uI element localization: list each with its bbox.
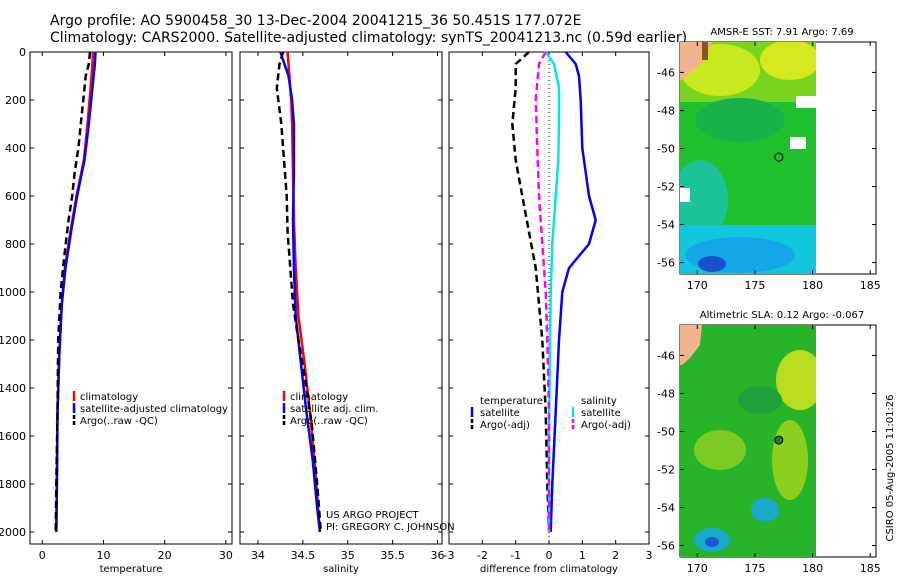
sst-map-ytick-label: -46 bbox=[657, 66, 675, 79]
salinity-series-line bbox=[279, 51, 322, 533]
pi-label: PI: GREGORY C. JOHNSON bbox=[326, 522, 455, 533]
temperature-legend-label: satellite-adjusted climatology bbox=[80, 404, 228, 415]
figure-title-line2: Climatology: CARS2000. Satellite-adjuste… bbox=[50, 30, 688, 46]
project-label: US ARGO PROJECT bbox=[326, 510, 420, 521]
sst-missing-data bbox=[680, 188, 690, 202]
depth-tick-label: 1600 bbox=[0, 430, 26, 443]
depth-tick-label: 800 bbox=[5, 238, 26, 251]
difference-series-line bbox=[544, 51, 561, 532]
difference-legend-title: salinity bbox=[581, 396, 617, 407]
salinity-xlabel: salinity bbox=[323, 564, 359, 575]
sla-high-patch bbox=[776, 350, 816, 410]
sla-map-xtick-label: 170 bbox=[687, 562, 708, 575]
difference-xtick-label: 1 bbox=[579, 549, 586, 562]
difference-legend-label: Argo(-adj) bbox=[581, 420, 631, 431]
temperature-series-line bbox=[54, 51, 92, 533]
difference-xtick-label: 0 bbox=[546, 549, 553, 562]
sla-low-patch bbox=[738, 386, 782, 414]
sla-map-ytick-label: -52 bbox=[657, 464, 675, 477]
temperature-xtick-label: 0 bbox=[39, 549, 46, 562]
depth-tick-label: 400 bbox=[5, 142, 26, 155]
sla-map-ytick-label: -50 bbox=[657, 425, 675, 438]
salinity-legend-label: Argo(..raw -QC) bbox=[290, 416, 368, 427]
sst-coldest-patch bbox=[698, 256, 726, 272]
difference-legend-title: temperature bbox=[480, 396, 543, 407]
sst-map-title: AMSR-E SST: 7.91 Argo: 7.69 bbox=[710, 27, 853, 38]
sla-map: 170 175 180 185 -46 -48 -50 -52 -54 -56 bbox=[657, 324, 881, 575]
temperature-xtick-label: 30 bbox=[219, 549, 233, 562]
sst-mid-patch bbox=[695, 98, 785, 142]
sst-missing-data bbox=[796, 96, 816, 108]
difference-series-line bbox=[511, 51, 551, 533]
difference-xtick-label: -3 bbox=[444, 549, 455, 562]
sla-map-title: Altimetric SLA: 0.12 Argo: -0.067 bbox=[700, 310, 865, 321]
temperature-series-line bbox=[55, 51, 97, 533]
salinity-xtick-label: 35 bbox=[341, 549, 355, 562]
difference-legend-label: Argo(-adj) bbox=[480, 420, 530, 431]
figure-title-line1: Argo profile: AO 5900458_30 13-Dec-2004 … bbox=[50, 13, 582, 29]
sst-map-ytick-label: -48 bbox=[657, 104, 675, 117]
depth-tick-label: 200 bbox=[5, 94, 26, 107]
depth-tick-label: 1200 bbox=[0, 334, 26, 347]
sla-map-xtick-label: 185 bbox=[860, 562, 881, 575]
sst-map-xtick-label: 180 bbox=[802, 279, 823, 292]
salinity-plot-frame bbox=[239, 51, 443, 545]
sla-float-marker bbox=[774, 435, 784, 445]
salinity-xtick-label: 34 bbox=[251, 549, 265, 562]
salinity-series-line bbox=[275, 51, 323, 533]
salinity-xtick-label: 36 bbox=[431, 549, 445, 562]
sla-lowest-patch bbox=[705, 537, 719, 547]
sst-warm-patch bbox=[760, 42, 816, 80]
sla-high-patch bbox=[694, 430, 746, 470]
depth-tick-label: 1400 bbox=[0, 382, 26, 395]
sst-map-xtick-label: 170 bbox=[687, 279, 708, 292]
depth-tick-label: 1800 bbox=[0, 478, 26, 491]
sla-map-ytick-label: -48 bbox=[657, 387, 675, 400]
salinity-legend-label: climatology bbox=[290, 392, 348, 403]
difference-xtick-label: -1 bbox=[510, 549, 521, 562]
sla-map-xtick-label: 175 bbox=[744, 562, 765, 575]
difference-series-line bbox=[534, 51, 551, 532]
salinity-legend-label: satellite adj. clim. bbox=[290, 404, 379, 415]
sla-map-xtick-label: 180 bbox=[802, 562, 823, 575]
sla-land bbox=[680, 325, 702, 365]
salinity-xtick-label: 35.5 bbox=[380, 549, 405, 562]
temperature-xtick-label: 10 bbox=[96, 549, 110, 562]
sst-map-xtick-label: 185 bbox=[860, 279, 881, 292]
difference-legend-label: satellite bbox=[581, 408, 621, 419]
sst-map-xtick-label: 175 bbox=[744, 279, 765, 292]
sla-map-ytick-label: -46 bbox=[657, 349, 675, 362]
temperature-legend-label: climatology bbox=[80, 392, 138, 403]
difference-series-line bbox=[549, 51, 597, 533]
temperature-xtick-label: 20 bbox=[158, 549, 172, 562]
sla-map-ytick-label: -54 bbox=[657, 502, 675, 515]
difference-legend-label: satellite bbox=[480, 408, 520, 419]
sst-map: 170 175 180 185 -46 -48 -50 -52 -54 -56 bbox=[657, 41, 881, 292]
sst-map-ytick-label: -52 bbox=[657, 181, 675, 194]
difference-xtick-label: 2 bbox=[612, 549, 619, 562]
depth-tick-label: 1000 bbox=[0, 286, 26, 299]
salinity-xtick-label: 34.5 bbox=[291, 549, 316, 562]
depth-tick-label: 600 bbox=[5, 190, 26, 203]
sst-land-edge bbox=[702, 42, 708, 60]
sla-map-ytick-label: -56 bbox=[657, 540, 675, 553]
temperature-xlabel: temperature bbox=[100, 564, 163, 575]
sla-high-patch bbox=[772, 420, 808, 500]
difference-xlabel: difference from climatology bbox=[480, 564, 618, 575]
sla-low-patch bbox=[751, 498, 779, 522]
sst-float-marker bbox=[774, 152, 784, 162]
difference-xtick-label: 3 bbox=[646, 549, 653, 562]
difference-xtick-label: -2 bbox=[477, 549, 488, 562]
sst-map-ytick-label: -54 bbox=[657, 219, 675, 232]
sst-map-ytick-label: -56 bbox=[657, 257, 675, 270]
depth-tick-label: 2000 bbox=[0, 526, 26, 539]
sst-missing-data bbox=[790, 137, 806, 149]
depth-tick-label: 0 bbox=[19, 46, 26, 59]
sst-map-ytick-label: -50 bbox=[657, 142, 675, 155]
temperature-legend-label: Argo(..raw -QC) bbox=[80, 416, 158, 427]
sst-cool-patch bbox=[680, 160, 728, 240]
timestamp-stamp: CSIRO 05-Aug-2005 11:01:26 bbox=[885, 394, 896, 541]
